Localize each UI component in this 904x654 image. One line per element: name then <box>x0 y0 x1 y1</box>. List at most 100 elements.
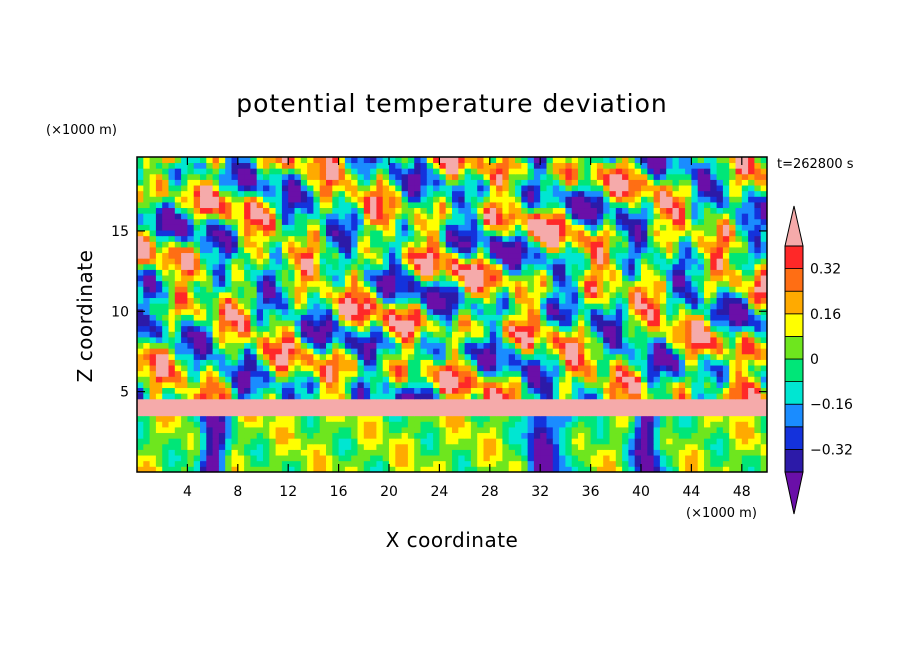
heatmap-cell <box>414 247 421 254</box>
heatmap-cell <box>389 241 396 248</box>
heatmap-cell <box>319 410 327 417</box>
heatmap-cell <box>300 415 308 422</box>
heatmap-cell <box>741 247 749 254</box>
heatmap-cell <box>622 280 629 287</box>
heatmap-cell <box>596 286 604 293</box>
heatmap-cell <box>382 432 390 439</box>
heatmap-cell <box>540 196 547 203</box>
heatmap-cell <box>672 325 680 332</box>
heatmap-cell <box>565 370 573 377</box>
heatmap-cell <box>288 443 295 450</box>
heatmap-cell <box>559 230 566 237</box>
heatmap-cell <box>659 213 667 220</box>
heatmap-cell <box>527 398 535 405</box>
heatmap-cell <box>452 449 459 456</box>
heatmap-cell <box>137 258 144 265</box>
heatmap-cell <box>641 196 648 203</box>
heatmap-cell <box>477 252 484 259</box>
heatmap-cell <box>760 292 767 299</box>
heatmap-cell <box>477 365 484 372</box>
heatmap-cell <box>168 263 176 270</box>
heatmap-cell <box>420 455 428 462</box>
heatmap-cell <box>748 398 755 405</box>
heatmap-cell <box>206 275 213 282</box>
heatmap-cell <box>206 438 213 445</box>
heatmap-cell <box>244 438 251 445</box>
heatmap-cell <box>691 331 699 338</box>
heatmap-cell <box>741 297 749 304</box>
heatmap-cell <box>395 432 402 439</box>
heatmap-cell <box>332 218 339 225</box>
heatmap-cell <box>533 308 541 315</box>
heatmap-cell <box>269 224 276 231</box>
heatmap-cell <box>685 190 692 197</box>
heatmap-cell <box>666 443 673 450</box>
heatmap-cell <box>206 370 213 377</box>
heatmap-cell <box>565 455 573 462</box>
heatmap-cell <box>470 247 478 254</box>
heatmap-cell <box>357 218 365 225</box>
heatmap-cell <box>735 466 743 472</box>
heatmap-cell <box>382 348 390 355</box>
heatmap-cell <box>155 213 163 220</box>
heatmap-cell <box>225 410 232 417</box>
heatmap-cell <box>407 438 415 445</box>
heatmap-cell <box>181 325 188 332</box>
heatmap-cell <box>546 421 554 428</box>
heatmap-cell <box>401 297 409 304</box>
heatmap-cell <box>193 252 201 259</box>
heatmap-cell <box>326 376 333 383</box>
heatmap-cell <box>659 337 667 344</box>
heatmap-cell <box>382 235 390 242</box>
heatmap-cell <box>578 224 585 231</box>
heatmap-cell <box>496 432 503 439</box>
heatmap-cell <box>218 224 226 231</box>
heatmap-cell <box>269 280 276 287</box>
heatmap-cell <box>515 202 522 209</box>
heatmap-cell <box>294 410 302 417</box>
heatmap-cell <box>300 449 308 456</box>
heatmap-cell <box>527 387 535 394</box>
heatmap-cell <box>307 303 314 310</box>
heatmap-cell <box>256 410 264 417</box>
heatmap-cell <box>357 275 365 282</box>
heatmap-cell <box>218 370 226 377</box>
heatmap-cell <box>552 308 560 315</box>
heatmap-cell <box>445 207 453 214</box>
heatmap-cell <box>351 224 358 231</box>
heatmap-cell <box>181 235 188 242</box>
heatmap-cell <box>571 370 579 377</box>
heatmap-cell <box>288 224 295 231</box>
heatmap-cell <box>515 415 522 422</box>
heatmap-cell <box>237 370 245 377</box>
heatmap-cell <box>559 398 566 405</box>
heatmap-cell <box>155 432 163 439</box>
heatmap-cell <box>483 353 491 360</box>
heatmap-cell <box>653 337 661 344</box>
heatmap-cell <box>231 269 239 276</box>
heatmap-cell <box>578 382 585 389</box>
heatmap-cell <box>275 432 283 439</box>
heatmap-cell <box>344 393 352 400</box>
heatmap-cell <box>162 252 169 259</box>
heatmap-cell <box>225 247 232 254</box>
heatmap-cell <box>218 207 226 214</box>
heatmap-cell <box>615 331 623 338</box>
heatmap-cell <box>666 370 673 377</box>
heatmap-cell <box>760 449 767 456</box>
heatmap-cell <box>344 449 352 456</box>
heatmap-cell <box>168 252 176 259</box>
heatmap-cell <box>155 387 163 394</box>
heatmap-cell <box>313 218 321 225</box>
heatmap-cell <box>426 308 434 315</box>
heatmap-cell <box>143 325 150 332</box>
heatmap-cell <box>722 443 730 450</box>
heatmap-cell <box>515 269 522 276</box>
heatmap-cell <box>672 398 680 405</box>
heatmap-cell <box>666 365 673 372</box>
heatmap-cell <box>300 432 308 439</box>
heatmap-cell <box>590 421 598 428</box>
heatmap-cell <box>521 337 528 344</box>
heatmap-cell <box>137 393 144 400</box>
heatmap-cell <box>697 308 705 315</box>
